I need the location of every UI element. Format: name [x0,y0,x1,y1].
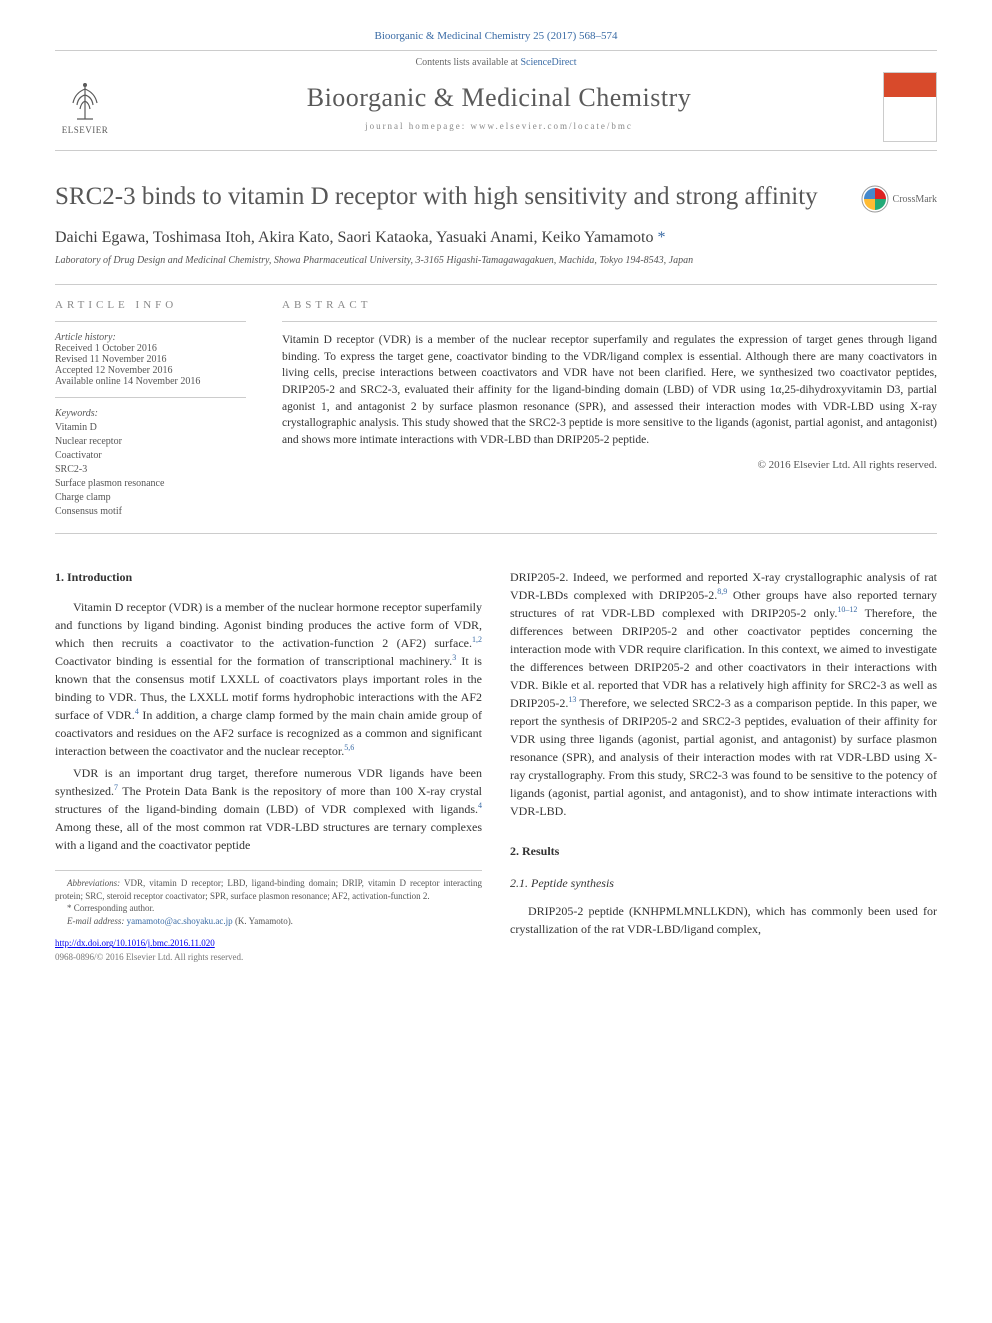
history-revised: Revised 11 November 2016 [55,354,246,365]
journal-cover-thumbnail[interactable] [883,72,937,142]
contents-prefix: Contents lists available at [415,57,520,68]
homepage-url[interactable]: www.elsevier.com/locate/bmc [471,121,633,131]
authors-list: Daichi Egawa, Toshimasa Itoh, Akira Kato… [55,229,658,246]
history-received: Received 1 October 2016 [55,343,246,354]
section-2-1-heading: 2.1. Peptide synthesis [510,874,937,892]
keywords-label: Keywords: [55,408,246,419]
journal-title-block: Bioorganic & Medicinal Chemistry journal… [115,83,883,131]
elsevier-logo[interactable]: ELSEVIER [55,72,115,142]
corresponding-author-footnote: * Corresponding author. [55,902,482,915]
journal-header: ELSEVIER Bioorganic & Medicinal Chemistr… [55,72,937,142]
homepage-label: journal homepage: [365,121,470,131]
sciencedirect-link[interactable]: ScienceDirect [520,57,576,68]
elsevier-label: ELSEVIER [62,125,109,135]
email-footnote: E-mail address: yamamoto@ac.shoyaku.ac.j… [55,915,482,928]
section-2-heading: 2. Results [510,842,937,860]
history-label: Article history: [55,332,246,343]
results-para-1: DRIP205-2 peptide (KNHPMLMNLLKDN), which… [510,902,937,938]
doi-link[interactable]: http://dx.doi.org/10.1016/j.bmc.2016.11.… [55,938,215,948]
email-link[interactable]: yamamoto@ac.shoyaku.ac.jp [127,916,233,926]
keyword: Coactivator [55,449,246,463]
keyword: Surface plasmon resonance [55,477,246,491]
abstract-column: ABSTRACT Vitamin D receptor (VDR) is a m… [260,285,937,533]
article-info-heading: ARTICLE INFO [55,299,246,311]
right-column: DRIP205-2. Indeed, we performed and repo… [510,568,937,964]
ref-link[interactable]: 8,9 [717,587,727,596]
crossmark-label: CrossMark [893,194,937,205]
corresponding-mark: * [658,229,666,246]
contents-available: Contents lists available at ScienceDirec… [55,50,937,68]
ref-link[interactable]: 5,6 [344,743,354,752]
body-columns: 1. Introduction Vitamin D receptor (VDR)… [55,568,937,964]
header-divider [55,150,937,151]
journal-title: Bioorganic & Medicinal Chemistry [115,83,883,113]
journal-homepage: journal homepage: www.elsevier.com/locat… [115,121,883,131]
section-1-heading: 1. Introduction [55,568,482,586]
header-citation: Bioorganic & Medicinal Chemistry 25 (201… [55,30,937,42]
abstract-text: Vitamin D receptor (VDR) is a member of … [282,332,937,449]
issn-copyright: 0968-0896/© 2016 Elsevier Ltd. All right… [55,952,243,962]
doi-block: http://dx.doi.org/10.1016/j.bmc.2016.11.… [55,937,482,964]
abstract-heading: ABSTRACT [282,299,937,311]
intro-para-1: Vitamin D receptor (VDR) is a member of … [55,598,482,760]
left-column: 1. Introduction Vitamin D receptor (VDR)… [55,568,482,964]
info-abstract-row: ARTICLE INFO Article history: Received 1… [55,284,937,534]
ref-link[interactable]: 4 [478,801,482,810]
keyword: Charge clamp [55,491,246,505]
authors: Daichi Egawa, Toshimasa Itoh, Akira Kato… [55,229,937,247]
history-online: Available online 14 November 2016 [55,376,246,387]
keyword: Vitamin D [55,421,246,435]
crossmark-badge[interactable]: CrossMark [861,185,937,213]
article-info-column: ARTICLE INFO Article history: Received 1… [55,285,260,533]
affiliation: Laboratory of Drug Design and Medicinal … [55,255,937,266]
article-title: SRC2-3 binds to vitamin D receptor with … [55,181,845,212]
footnotes: Abbreviations: VDR, vitamin D receptor; … [55,870,482,927]
ref-link[interactable]: 10–12 [837,605,857,614]
keyword: Consensus motif [55,505,246,519]
ref-link[interactable]: 1,2 [472,635,482,644]
abbreviations-footnote: Abbreviations: VDR, vitamin D receptor; … [55,877,482,902]
history-accepted: Accepted 12 November 2016 [55,365,246,376]
crossmark-icon [861,185,889,213]
intro-continuation: DRIP205-2. Indeed, we performed and repo… [510,568,937,820]
elsevier-tree-icon [63,79,107,123]
intro-para-2: VDR is an important drug target, therefo… [55,764,482,854]
keyword: Nuclear receptor [55,435,246,449]
abstract-copyright: © 2016 Elsevier Ltd. All rights reserved… [282,459,937,471]
title-row: SRC2-3 binds to vitamin D receptor with … [55,181,937,213]
keyword: SRC2-3 [55,463,246,477]
